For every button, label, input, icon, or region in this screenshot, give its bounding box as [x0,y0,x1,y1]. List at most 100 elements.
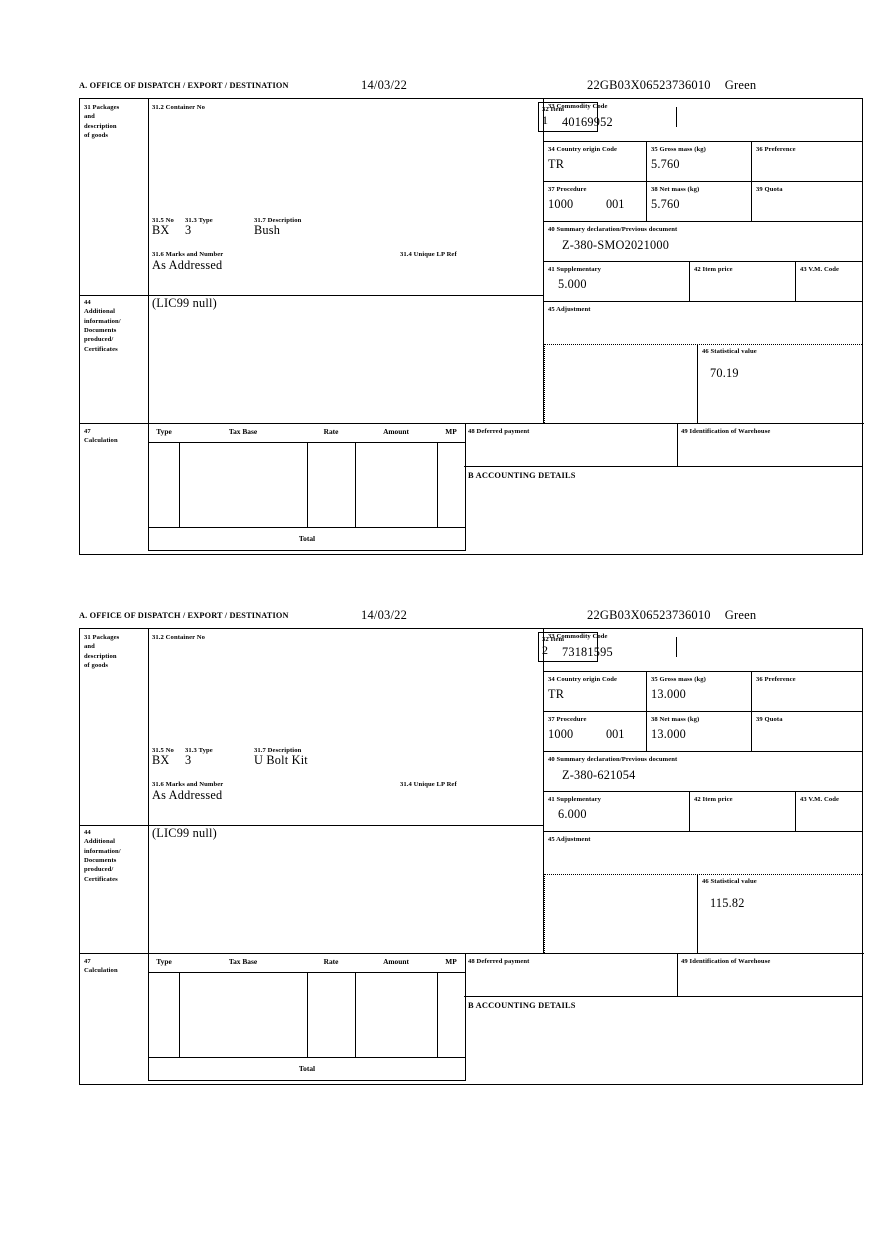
calculation-bottom-border [148,1080,466,1081]
box-34-country-origin: 34 Country origin Code TR [544,672,647,712]
box-46-statistical-value: 46 Statistical value 115.82 [697,874,862,953]
box-44-line-3: information/ [84,847,121,855]
cell-divider-3 [355,442,356,527]
divider-horizontal-31 [80,295,543,296]
packages-no-value: BX [152,223,170,237]
box-41-value: 5.000 [558,277,587,291]
box-31-label-cell: 31 Packages and description of goods [80,629,148,825]
box-33-label: 33 Commodity Code [548,633,608,640]
box-47-label-cell: 47 Calculation [80,423,148,551]
box-40-value: Z-380-SMO2021000 [562,238,670,252]
box-33-divider-tick [676,107,677,127]
packages-description-value: U Bolt Kit [254,753,308,767]
marks-row: 31.6 Marks and Number 31.4 Unique LP Ref… [152,780,612,802]
box-44-line-4: Documents [84,857,117,865]
box-49-label: 49 Identification of Warehouse [681,428,771,435]
column-header-mp: MP [445,427,457,436]
cell-divider-1 [179,972,180,1057]
box-35-label: 35 Gross mass (kg) [651,146,706,153]
box-31-line-1: 31 Packages [84,104,120,111]
box-41-label: 41 Supplementary [548,796,602,803]
header-date: 14/03/22 [361,78,408,92]
calculation-header-row: Type Tax Base Rate Amount MP [149,423,465,443]
packages-labels: 31.5 No 31.3 Type 31.7 Description [152,216,612,225]
box-37-procedure: 37 Procedure 1000 001 [544,712,647,752]
column-header-type: Type [156,427,172,436]
form-body: 31 Packages and description of goods 31.… [79,629,864,1085]
box-b-accounting-details: B ACCOUNTING DETAILS [464,996,862,1081]
box-38-net-mass: 38 Net mass (kg) 13.000 [647,712,752,752]
box-47-line-1: 47 [84,958,91,965]
box-44-label-cell: 44 Additional information/ Documents pro… [80,295,148,423]
header-mrn: 22GB03X06523736010 Green [587,608,756,623]
box-31-6-label: 31.6 Marks and Number [152,251,224,258]
box-40-label: 40 Summary declaration/Previous document [548,226,678,233]
total-label: Total [298,534,316,543]
box-36-label: 36 Preference [756,146,796,153]
column-header-tax-base: Tax Base [228,427,258,436]
box-45-adjustment: 45 Adjustment [544,832,862,874]
box-44-content: (LIC99 null) [148,295,862,423]
dotted-divider-vertical [544,344,545,423]
box-33-label: 33 Commodity Code [548,103,608,110]
packages-values: BX 3 Bush [152,223,612,241]
calculation-bottom-border [148,550,466,551]
box-36-preference: 36 Preference [752,142,862,182]
box-44-line-2: Additional [84,308,116,316]
box-35-gross-mass: 35 Gross mass (kg) 5.760 [647,142,752,182]
marks-labels: 31.6 Marks and Number 31.4 Unique LP Ref [152,780,612,789]
box-31-line-3: description [84,652,117,660]
packages-row: 31.5 No 31.3 Type 31.7 Description BX 3 … [152,216,612,241]
column-header-amount: Amount [383,427,409,436]
box-45-label: 45 Adjustment [548,836,591,843]
marks-row: 31.6 Marks and Number 31.4 Unique LP Ref… [152,250,612,272]
box-47-line-2: Calculation [84,437,118,445]
box-34-country-origin: 34 Country origin Code TR [544,142,647,182]
box-33-commodity-code: 33 Commodity Code 73181595 [544,629,862,672]
column-header-tax-base: Tax Base [228,957,258,966]
box-35-gross-mass: 35 Gross mass (kg) 13.000 [647,672,752,712]
box-33-value: 40169952 [562,115,613,129]
divider-horizontal-47 [80,423,864,424]
box-45-adjustment: 45 Adjustment [544,302,862,344]
box-44-line-6: Certificates [84,875,118,883]
box-46-label: 46 Statistical value [702,348,757,355]
box-37-label: 37 Procedure [548,186,587,193]
header-date: 14/03/22 [361,608,408,622]
box-31-line-2: and [84,643,95,651]
box-31-3-label: 31.3 Type [185,747,213,754]
box-31-6-label: 31.6 Marks and Number [152,781,224,788]
cell-divider-2 [307,442,308,527]
box-44-content: (LIC99 null) [148,825,862,953]
box-34-value: TR [548,157,565,171]
box-40-summary-declaration: 40 Summary declaration/Previous document… [544,752,862,792]
box-46-statistical-value: 46 Statistical value 70.19 [697,344,862,423]
box-38-label: 38 Net mass (kg) [651,186,700,193]
box-31-2-label: 31.2 Container No [152,634,206,641]
cell-divider-1 [179,442,180,527]
status-badge: Green [724,78,757,92]
form-header: A. OFFICE OF DISPATCH / EXPORT / DESTINA… [79,78,863,99]
box-44-line-6: Certificates [84,345,118,353]
box-31-content: 31.2 Container No 32 Item 2 31.5 No 31.3… [148,629,862,825]
box-32-label: 32 Item [542,106,565,113]
packages-labels: 31.5 No 31.3 Type 31.7 Description [152,746,612,755]
box-34-label: 34 Country origin Code [548,676,618,683]
box-38-value: 13.000 [651,727,687,741]
additional-information-value: (LIC99 null) [152,826,217,840]
box-33-divider-tick [676,637,677,657]
packages-values: BX 3 U Bolt Kit [152,753,612,771]
box-41-supplementary: 41 Supplementary 6.000 [544,792,690,832]
box-37-value: 1000 [548,727,574,741]
mrn-value: 22GB03X06523736010 [587,608,711,622]
box-46-label: 46 Statistical value [702,878,757,885]
box-31-2-label: 31.2 Container No [152,104,206,111]
box-48-label: 48 Deferred payment [468,428,530,435]
box-48-deferred-payment: 48 Deferred payment [464,423,678,467]
box-47-line-2: Calculation [84,967,118,975]
divider-vertical-44 [148,295,149,423]
box-38-value: 5.760 [651,197,680,211]
box-44-line-4: Documents [84,327,117,335]
divider-vertical-44 [148,825,149,953]
